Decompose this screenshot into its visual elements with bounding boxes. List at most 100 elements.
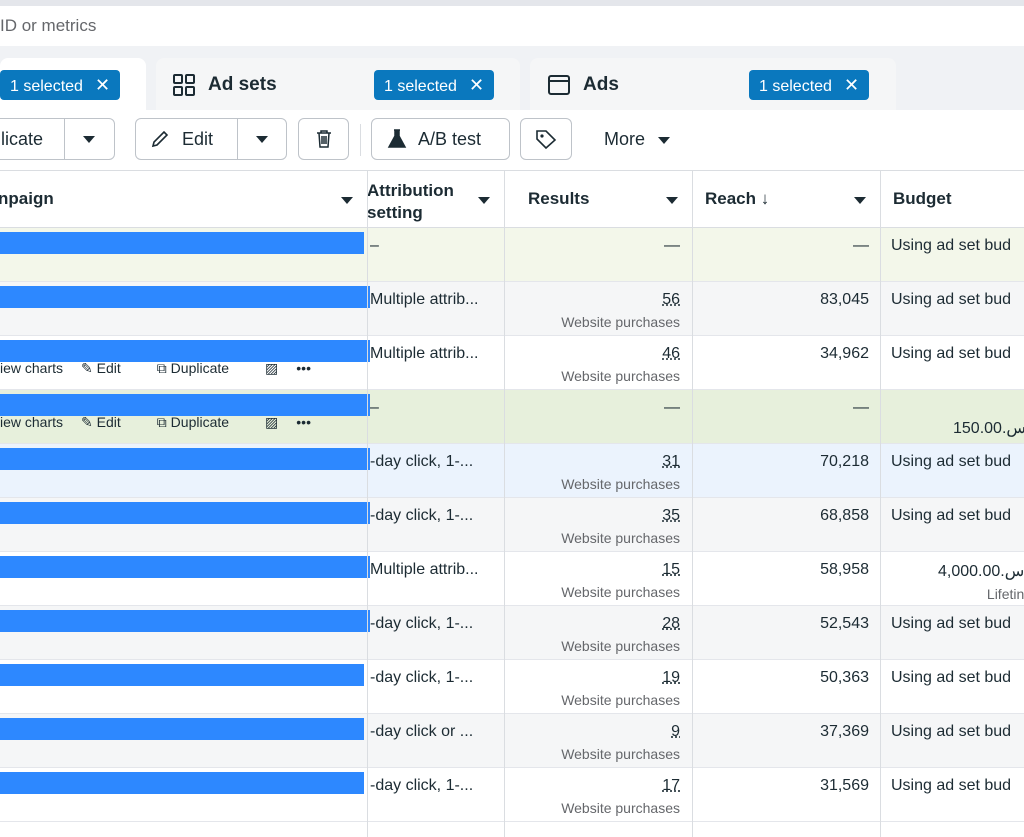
results-value[interactable]: 56 (662, 291, 680, 308)
search-bar[interactable]: ID or metrics (0, 0, 1024, 46)
results-type: Website purchases (561, 692, 680, 708)
chevron-down-icon[interactable] (83, 136, 95, 143)
results-value[interactable]: 15 (662, 561, 680, 578)
budget-cell: 4,000.00.س Lifetin (938, 561, 1024, 602)
edit-link[interactable]: ✎ Edit (81, 414, 121, 430)
view-charts-link[interactable]: iew charts (0, 360, 64, 376)
redacted-campaign-name (0, 232, 364, 254)
redacted-campaign-name (0, 448, 370, 470)
results-cell: 15 Website purchases (561, 561, 680, 600)
duplicate-button[interactable]: licate (0, 118, 115, 160)
search-placeholder: ID or metrics (0, 16, 97, 35)
column-campaign[interactable]: npaign (0, 171, 367, 227)
column-reach[interactable]: Reach ↓ (692, 171, 880, 227)
budget-value: 150.00.س (953, 420, 1024, 437)
results-value[interactable]: 35 (662, 507, 680, 524)
reach-cell: 58,958 (820, 561, 869, 578)
duplicate-link[interactable]: ⧉ Duplicate (156, 360, 230, 376)
flask-icon (387, 129, 407, 148)
attribution-cell: -day click, 1-... (370, 777, 474, 794)
results-type: Website purchases (561, 746, 680, 762)
more-options-icon[interactable]: ••• (296, 360, 311, 376)
budget-cell: Using ad set bud (891, 345, 1011, 363)
attribution-cell: -day click, 1-... (370, 669, 474, 686)
results-cell: — (664, 237, 680, 255)
column-budget[interactable]: Budget (893, 189, 952, 208)
budget-cell: Using ad set bud (891, 777, 1011, 795)
attribution-cell: -day click, 1-... (370, 507, 474, 524)
table-row[interactable]: -day click, 1-... 28 Website purchases 52,5… (0, 606, 1024, 660)
tab-ads[interactable]: Ads 1 selected ✕ (530, 58, 896, 110)
table-row[interactable]: iew charts ✎ Edit ⧉ Duplicate ▨ ••• Multiple … (0, 336, 1024, 390)
redacted-campaign-name (0, 340, 370, 362)
row-actions: iew charts ✎ Edit ⧉ Duplicate ▨ ••• (0, 414, 329, 431)
edit-button[interactable]: Edit (135, 118, 287, 160)
attribution-cell: Multiple attrib... (370, 561, 479, 578)
chart-icon[interactable]: ▨ (265, 414, 279, 430)
ab-test-button[interactable]: A/B test (371, 118, 510, 160)
delete-button[interactable] (298, 118, 349, 160)
table-row[interactable]: -day click, 1-... 35 Website purchases 68,8… (0, 498, 1024, 552)
table-row[interactable]: -day click, 1-... 19 Website purchases 50,3… (0, 660, 1024, 714)
ad-sets-selected-chip[interactable]: 1 selected ✕ (374, 70, 495, 100)
close-icon[interactable]: ✕ (843, 75, 860, 95)
results-value[interactable]: 31 (662, 453, 680, 470)
ads-selected-chip[interactable]: 1 selected ✕ (749, 70, 870, 100)
edit-link[interactable]: ✎ Edit (81, 360, 121, 376)
results-type: Website purchases (561, 368, 680, 384)
results-cell: 9 Website purchases (561, 723, 680, 762)
results-value[interactable]: 17 (662, 777, 680, 794)
results-type: Website purchases (561, 584, 680, 600)
budget-type: Lifetin (986, 586, 1024, 602)
duplicate-link[interactable]: ⧉ Duplicate (156, 414, 230, 430)
view-charts-link[interactable]: iew charts (0, 414, 64, 430)
more-button[interactable]: More (604, 118, 671, 160)
pencil-icon (151, 130, 169, 148)
table-row[interactable]: -day click or ... 9 Website purchases 37,36… (0, 714, 1024, 768)
tab-ad-sets[interactable]: Ad sets 1 selected ✕ (156, 58, 520, 110)
tag-button[interactable] (520, 118, 572, 160)
table-row[interactable]: -day click, 1-... 31 Website purchases 70,2… (0, 444, 1024, 498)
reach-cell: 50,363 (820, 669, 869, 686)
row-actions: iew charts ✎ Edit ⧉ Duplicate ▨ ••• (0, 360, 329, 377)
table-header: npaign Attribution setting Results Reach… (0, 171, 1024, 228)
results-type: Website purchases (561, 638, 680, 654)
close-icon[interactable]: ✕ (468, 75, 485, 95)
results-value[interactable]: 46 (662, 345, 680, 362)
table-row[interactable]: Multiple attrib... 56 Website purchases 83,… (0, 282, 1024, 336)
campaigns-selected-chip[interactable]: 1 selected ✕ (0, 70, 121, 100)
chevron-down-icon[interactable] (256, 136, 268, 143)
tab-label: Ad sets (208, 74, 277, 95)
redacted-campaign-name (0, 610, 370, 632)
budget-cell: Using ad set bud (891, 237, 1011, 255)
close-icon[interactable]: ✕ (94, 75, 111, 95)
budget-value: Using ad set bud (891, 345, 1012, 362)
chevron-down-icon[interactable] (341, 197, 353, 204)
results-cell: 19 Website purchases (561, 669, 680, 708)
redacted-campaign-name (0, 502, 370, 524)
chevron-down-icon[interactable] (478, 197, 490, 204)
budget-cell: Using ad set bud (891, 723, 1011, 741)
tab-campaigns[interactable]: 1 selected ✕ (0, 58, 146, 110)
table-row[interactable]: -day click, 1-... 17 Website purchases 31,5… (0, 768, 1024, 822)
table-row[interactable]: – — — Using ad set bud (0, 228, 1024, 282)
chart-icon[interactable]: ▨ (265, 360, 279, 376)
results-value[interactable]: 28 (662, 615, 680, 632)
column-attribution[interactable]: Attribution setting (367, 171, 504, 227)
results-value[interactable]: 9 (671, 723, 680, 740)
budget-value: Using ad set bud (891, 453, 1012, 470)
reach-cell: — (853, 237, 869, 254)
column-results[interactable]: Results (504, 171, 692, 227)
reach-cell: 34,962 (820, 345, 869, 362)
results-cell: 56 Website purchases (561, 291, 680, 330)
chevron-down-icon[interactable] (666, 197, 678, 204)
more-options-icon[interactable]: ••• (296, 414, 311, 430)
results-cell: 28 Website purchases (561, 615, 680, 654)
chevron-down-icon[interactable] (854, 197, 866, 204)
table-row[interactable]: iew charts ✎ Edit ⧉ Duplicate ▨ ••• – — — 150.00… (0, 390, 1024, 444)
table-row[interactable]: Multiple attrib... 15 Website purchases 58,… (0, 552, 1024, 606)
budget-value: Using ad set bud (891, 723, 1012, 740)
results-value[interactable]: 19 (662, 669, 680, 686)
budget-cell: Using ad set bud (891, 615, 1011, 633)
results-cell: 17 Website purchases (561, 777, 680, 816)
